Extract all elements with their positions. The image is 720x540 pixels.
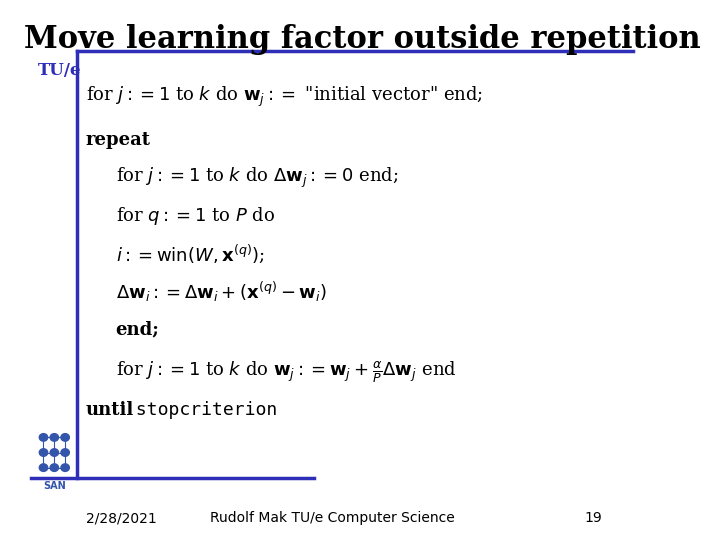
Text: 2/28/2021: 2/28/2021 — [86, 511, 156, 525]
Text: stopcriterion: stopcriterion — [125, 401, 277, 420]
Text: Move learning factor outside repetition: Move learning factor outside repetition — [24, 24, 701, 55]
Text: for $j := 1$ to $k$ do $\mathbf{w}_j :=$ "initial vector" end;: for $j := 1$ to $k$ do $\mathbf{w}_j :=$… — [86, 85, 482, 109]
Text: Rudolf Mak TU/e Computer Science: Rudolf Mak TU/e Computer Science — [210, 511, 454, 525]
Text: 19: 19 — [585, 511, 603, 525]
Circle shape — [40, 449, 48, 456]
Text: $\Delta\mathbf{w}_i := \Delta\mathbf{w}_i + (\mathbf{x}^{(q)} - \mathbf{w}_i)$: $\Delta\mathbf{w}_i := \Delta\mathbf{w}_… — [116, 280, 327, 303]
Circle shape — [61, 464, 69, 471]
Text: for $q := 1$ to $P$ do: for $q := 1$ to $P$ do — [116, 205, 275, 227]
Text: repeat: repeat — [86, 131, 150, 150]
Circle shape — [50, 434, 58, 441]
Circle shape — [50, 464, 58, 471]
Circle shape — [40, 464, 48, 471]
Text: TU/e: TU/e — [37, 62, 81, 79]
Text: SAN: SAN — [43, 481, 66, 491]
Circle shape — [61, 449, 69, 456]
Text: $i := \mathrm{win}(W, \mathbf{x}^{(q)})$;: $i := \mathrm{win}(W, \mathbf{x}^{(q)})$… — [116, 242, 264, 265]
Circle shape — [61, 434, 69, 441]
Circle shape — [40, 434, 48, 441]
Text: for $j := 1$ to $k$ do $\Delta\mathbf{w}_j := 0$ end;: for $j := 1$ to $k$ do $\Delta\mathbf{w}… — [116, 166, 398, 190]
Circle shape — [50, 449, 58, 456]
Text: for $j := 1$ to $k$ do $\mathbf{w}_j := \mathbf{w}_j + \frac{\alpha}{P}\Delta\ma: for $j := 1$ to $k$ do $\mathbf{w}_j := … — [116, 360, 456, 386]
Text: until: until — [86, 401, 134, 420]
Text: end;: end; — [116, 320, 160, 339]
